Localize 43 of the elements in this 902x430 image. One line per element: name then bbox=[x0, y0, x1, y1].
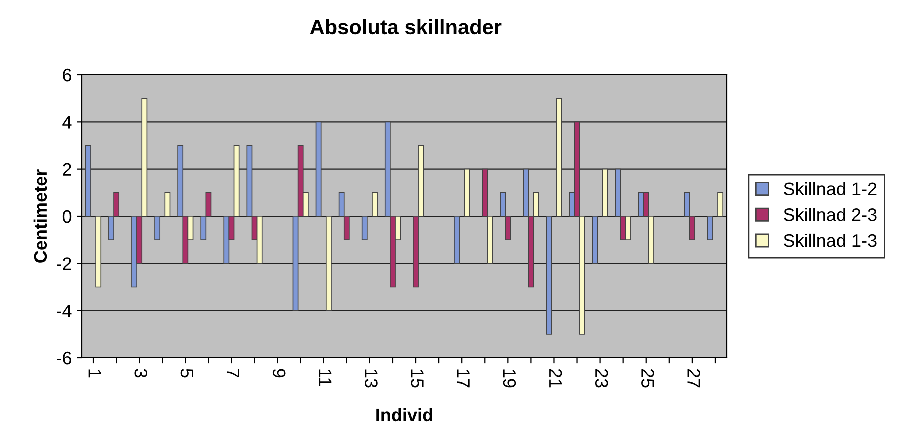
x-tick-label: 27 bbox=[688, 369, 700, 388]
bar bbox=[592, 216, 598, 264]
bar bbox=[556, 98, 562, 217]
bar bbox=[372, 192, 378, 217]
x-tick-label: 13 bbox=[365, 370, 378, 388]
bar bbox=[707, 216, 714, 241]
bar bbox=[164, 192, 171, 217]
bar bbox=[85, 145, 92, 217]
bar bbox=[546, 216, 552, 335]
bar bbox=[718, 192, 724, 217]
x-tick-label: 9 bbox=[272, 369, 286, 378]
x-tick-label: 19 bbox=[503, 370, 516, 388]
legend-label: Skillnad 1-2 bbox=[784, 182, 877, 196]
x-tick-label: 23 bbox=[595, 369, 608, 388]
x-tick-label: 21 bbox=[550, 369, 562, 388]
y-tick-label: 0 bbox=[62, 210, 72, 224]
y-tick-label: -2 bbox=[57, 258, 72, 270]
x-axis-title: Individ bbox=[376, 408, 432, 422]
y-tick-label: -4 bbox=[57, 304, 72, 318]
x-tick-label: 11 bbox=[319, 370, 332, 386]
x-tick-label: 1 bbox=[88, 370, 102, 378]
y-axis-title: Centimeter bbox=[34, 170, 48, 263]
bar bbox=[96, 216, 102, 288]
bar bbox=[464, 168, 470, 217]
bar bbox=[454, 216, 460, 264]
x-tick-label: 7 bbox=[227, 369, 240, 378]
x-tick-label: 5 bbox=[180, 369, 194, 378]
bar bbox=[154, 216, 161, 241]
y-tick-label: 6 bbox=[63, 68, 72, 82]
bar bbox=[326, 216, 332, 312]
bar bbox=[362, 216, 368, 241]
x-tick-label: 15 bbox=[411, 370, 424, 388]
y-tick-label: 4 bbox=[62, 116, 72, 129]
x-tick-label: 25 bbox=[642, 369, 654, 388]
legend-label: Skillnad 2-3 bbox=[784, 208, 877, 222]
bar bbox=[316, 122, 322, 217]
y-tick-label: 2 bbox=[63, 163, 72, 176]
x-tick-label: 17 bbox=[457, 370, 470, 388]
y-tick-label: -6 bbox=[57, 352, 72, 365]
bar bbox=[602, 168, 608, 217]
x-tick-label: 3 bbox=[134, 369, 148, 378]
chart-title: Absoluta skillnader bbox=[310, 19, 502, 35]
legend-label: Skillnad 1-3 bbox=[784, 234, 877, 248]
